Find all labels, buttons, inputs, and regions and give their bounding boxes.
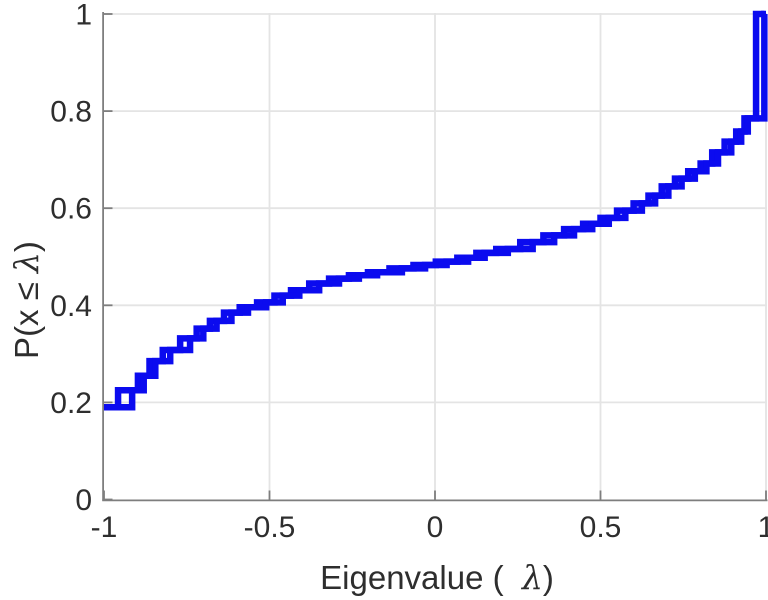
- cdf-stairs-post: [104, 10, 768, 411]
- x-axis-title: Eigenvalue ( λ): [320, 558, 554, 597]
- tick-labels: -1 -0.5 0 0.5 1 0 0.2 0.4 0.6 0.8 1: [50, 0, 768, 544]
- x-tick-label: -1: [91, 511, 118, 544]
- y-tick-label: 0.4: [50, 290, 92, 323]
- y-tick-label: 0: [75, 484, 92, 517]
- y-tick-label: 1: [75, 0, 92, 32]
- cdf-curve: [104, 10, 768, 411]
- y-tick-label: 0.2: [50, 387, 92, 420]
- gridlines: [104, 13, 767, 500]
- x-tick-label: 0: [427, 511, 444, 544]
- axes: [102, 12, 768, 502]
- y-tick-label: 0.6: [50, 193, 92, 226]
- x-tick-label: 1: [758, 511, 768, 544]
- y-tick-label: 0.8: [50, 96, 92, 129]
- x-tick-label: -0.5: [244, 511, 296, 544]
- y-axis-title: P(x ≤ λ): [7, 241, 46, 359]
- x-tick-label: 0.5: [580, 511, 622, 544]
